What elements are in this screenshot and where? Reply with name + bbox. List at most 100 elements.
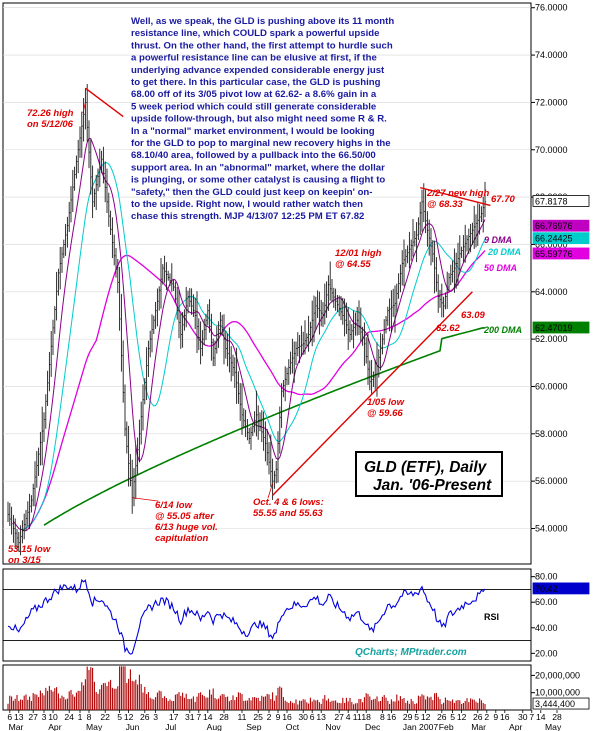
- volume-tick-label: 10,000,000: [535, 688, 580, 698]
- last-value-1-bg: [532, 219, 590, 232]
- annotation-line: 6/13 huge vol.: [155, 522, 218, 533]
- commentary-line: Well, as we speak, the GLD is pushing ab…: [131, 16, 394, 27]
- ma-20-line: [16, 162, 486, 531]
- last-value-3-bg: [532, 247, 590, 260]
- last-value-4-bg: [532, 321, 590, 334]
- x-tick-label: 5: [450, 712, 455, 722]
- commentary-line: for the GLD to pop to marginal new recov…: [131, 138, 391, 149]
- ann-oct-lows: Oct. 4 & 6 lows: 55.55 and 55.63: [253, 497, 324, 519]
- x-tick-label: 5: [414, 712, 419, 722]
- ma-200-line: [43, 326, 486, 526]
- ann-6770: 67.70: [491, 194, 515, 205]
- price-tick-label: 76.0000: [535, 3, 568, 13]
- x-month-label: Mar: [471, 722, 486, 731]
- rsi-tick-label: 40.00: [535, 623, 558, 633]
- commentary-line: In a "normal" market environment, I woul…: [131, 126, 375, 137]
- commentary-line: "safety," then the GLD could just keep o…: [131, 187, 372, 198]
- annotation-pointer: [132, 497, 159, 502]
- x-tick-label: 12: [124, 712, 134, 722]
- trendlines: [84, 87, 491, 496]
- x-tick-label: 14: [536, 712, 546, 722]
- x-month-label: Mar: [9, 722, 24, 731]
- moving-average-lines: [13, 137, 486, 532]
- ann-high-0227: 2/27 new high @ 68.33: [426, 188, 489, 210]
- ma-9-line: [13, 137, 486, 532]
- x-tick-label: 9: [493, 712, 498, 722]
- x-tick-label: 11: [353, 712, 362, 722]
- x-month-label: Feb: [439, 722, 454, 731]
- rsi-tick-label: 80.00: [535, 572, 558, 582]
- chart-subtitle: Jan. '06-Present: [373, 477, 492, 494]
- x-tick-label: 12: [421, 712, 431, 722]
- volume-layer: 20,000,000 10,000,000: [7, 666, 580, 710]
- annotation-line: @ 55.05 after: [155, 511, 215, 522]
- rsi-layer: 80.00 60.00 40.00 20.00: [3, 572, 558, 658]
- x-tick-label: 24: [64, 712, 74, 722]
- x-tick-label: 2: [267, 712, 272, 722]
- rsi-tick-label: 20.00: [535, 648, 558, 658]
- last-value-2: 66.24425: [535, 234, 573, 244]
- x-month-label: Sep: [246, 722, 262, 731]
- x-tick-label: 3: [42, 712, 47, 722]
- annotation-line: capitulation: [155, 533, 209, 544]
- commentary-line: is plunging, or some other catalyst is c…: [131, 175, 385, 186]
- chart-title: GLD (ETF), Daily: [364, 459, 488, 476]
- commentary-line: chase this strength. MJP 4/13/07 12:25 P…: [131, 211, 364, 222]
- x-tick-label: 8: [87, 712, 92, 722]
- price-grid: [3, 7, 531, 529]
- x-tick-label: 31: [185, 712, 195, 722]
- x-tick-label: 26: [437, 712, 447, 722]
- x-month-label: Nov: [325, 722, 341, 731]
- x-tick-label: 22: [100, 712, 110, 722]
- commentary-line: underlying advance expended considerable…: [131, 65, 385, 76]
- commentary-line: a powerful resistance line can be elusiv…: [131, 53, 377, 64]
- annotation-pointer: [82, 102, 86, 114]
- commentary-line: upside follow-through, but also might ne…: [131, 114, 387, 125]
- ann-low-0105: 1/05 low @ 59.66: [367, 397, 405, 419]
- annotation-line: 62.62: [436, 323, 460, 334]
- annotation-line: 63.09: [461, 310, 485, 321]
- volume-last-value-bg: [532, 697, 590, 710]
- x-tick-label: 28: [219, 712, 229, 722]
- resistance-trendline-right: [420, 186, 491, 207]
- annotation-line: 6/14 low: [155, 500, 193, 511]
- x-tick-label: 26: [140, 712, 150, 722]
- last-value-3: 65.59776: [535, 249, 573, 259]
- x-tick-label: 27: [334, 712, 344, 722]
- commentary-line: to the upside. Right now, I would rather…: [131, 199, 363, 210]
- commentary-line: 5 week period which could still generate…: [131, 101, 376, 112]
- x-tick-label: 13: [14, 712, 24, 722]
- commentary-line: to get there. In this particular case, t…: [131, 77, 381, 88]
- chart-title-box: GLD (ETF), Daily Jan. '06-Present: [355, 451, 503, 497]
- x-month-label: Dec: [365, 722, 381, 731]
- rsi-panel-frame: [2, 568, 532, 662]
- x-tick-label: 30: [518, 712, 528, 722]
- annotation-line: on 5/12/06: [27, 119, 74, 130]
- ann-high-0512: 72.26 high on 5/12/06: [27, 108, 74, 130]
- price-tick-label: 54.0000: [535, 523, 568, 533]
- x-tick-label: 14: [203, 712, 213, 722]
- x-month-label: May: [86, 722, 103, 731]
- chart-title-frame: [355, 451, 503, 497]
- moving-average-labels: 9 DMA 20 DMA 50 DMA 200 DMA: [483, 235, 522, 335]
- annotation-line: @ 64.55: [335, 259, 371, 270]
- rsi-label: RSI: [484, 612, 499, 622]
- commentary-line: resistance line, which COULD spark a pow…: [131, 28, 379, 39]
- x-tick-label: 6: [310, 712, 315, 722]
- x-tick-label: 12: [457, 712, 467, 722]
- x-tick-label: 2: [484, 712, 489, 722]
- ma-label-1: 20 DMA: [487, 247, 521, 257]
- rsi-last-value-bg: [532, 582, 590, 595]
- price-tick-label: 72.0000: [535, 97, 568, 107]
- x-month-label: Apr: [48, 722, 62, 731]
- ma-50-line: [25, 250, 486, 529]
- x-tick-label: 16: [387, 712, 397, 722]
- panel-frames: [2, 2, 532, 711]
- price-tick-label: 70.0000: [535, 145, 568, 155]
- x-month-label: Oct: [286, 722, 300, 731]
- annotation-line: 55.55 and 55.63: [253, 508, 323, 519]
- source-credit: QCharts; MPtrader.com: [355, 647, 467, 658]
- x-tick-label: 6: [7, 712, 12, 722]
- price-tick-label: 62.0000: [535, 334, 568, 344]
